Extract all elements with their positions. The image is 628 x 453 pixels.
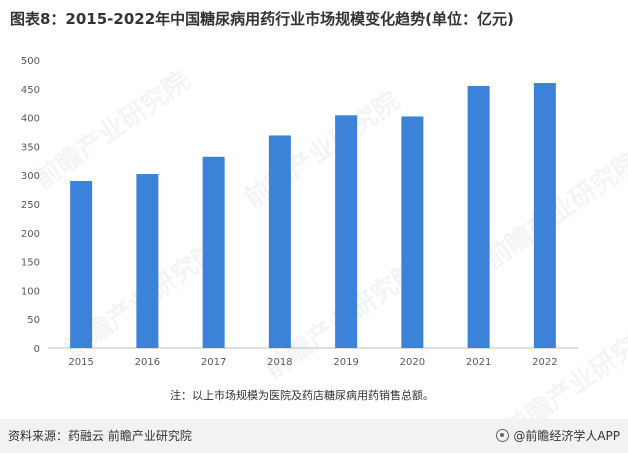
x-tick-label: 2016 [135,357,160,368]
bar [136,174,159,348]
brand-text: @前瞻经济学人APP [513,429,620,443]
y-tick-label: 0 [34,344,40,355]
footer-bar: 资料来源：药融云 前瞻产业研究院 @前瞻经济学人APP [0,419,628,453]
y-tick-label: 400 [21,114,40,125]
y-tick-label: 100 [21,286,40,297]
bar [335,115,358,349]
brand: @前瞻经济学人APP [496,427,620,444]
y-tick-label: 200 [21,229,40,240]
x-tick-label: 2017 [201,357,226,368]
y-tick-label: 300 [21,171,40,182]
bar [202,156,225,348]
x-tick-label: 2022 [532,357,557,368]
bar [70,180,93,348]
x-tick-label: 2019 [333,357,358,368]
y-tick-label: 500 [21,56,40,67]
y-tick-label: 350 [21,142,40,153]
x-tick-label: 2018 [267,357,292,368]
bar [533,83,556,348]
bar [401,116,424,348]
y-tick-label: 150 [21,258,40,269]
source-text: 资料来源：药融云 前瞻产业研究院 [8,429,192,443]
bar-chart: 0 50 100 150 200 250 300 350 400 450 500 2015 2016 20… [21,56,578,368]
x-tick-label: 2021 [466,357,491,368]
y-tick-label: 50 [27,315,40,326]
y-tick-label: 450 [21,85,40,96]
y-tick-label: 250 [21,200,40,211]
chart-title: 图表8：2015-2022年中国糖尿病用药行业市场规模变化趋势(单位：亿元) [10,10,514,28]
bar [467,85,490,349]
x-tick-label: 2015 [68,357,93,368]
x-tick-label: 2020 [400,357,425,368]
chart-note: 注：以上市场规模为医院及药店糖尿病用药销售总额。 [170,389,434,402]
brand-logo-icon [496,429,510,442]
bar [268,135,291,348]
